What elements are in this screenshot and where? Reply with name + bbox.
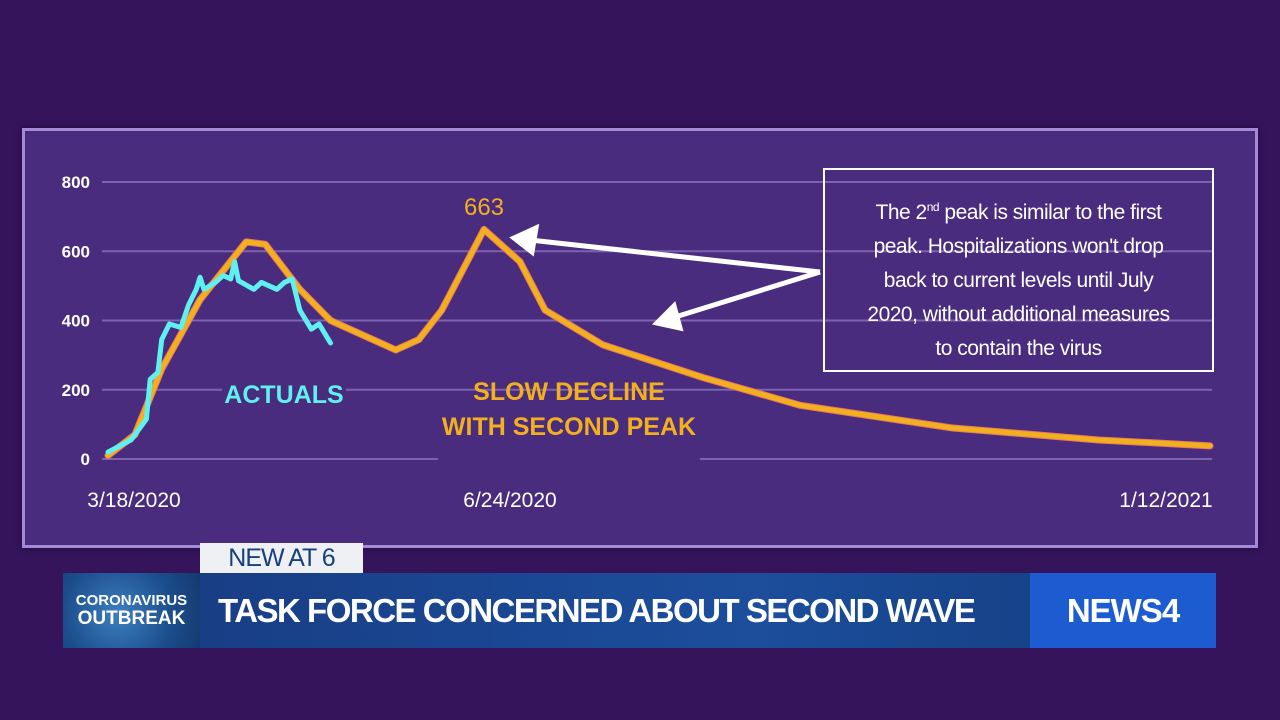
new-at-6-tag: NEW AT 6 [200, 543, 363, 573]
annotation-arrows [509, 223, 821, 332]
coronavirus-outbreak-badge: CORONAVIRUS OUTBREAK [63, 573, 200, 648]
actuals-label: ACTUALS [224, 381, 343, 409]
y-tick-label: 400 [62, 312, 90, 331]
section-label-line2: OUTBREAK [77, 607, 186, 629]
x-tick-label: 6/24/2020 [463, 489, 556, 512]
projection-label-line1: SLOW DECLINE [473, 378, 665, 406]
actuals-line [105, 259, 334, 455]
note-text: to contain the virus [935, 337, 1102, 360]
peak-value-label: 663 [464, 194, 504, 221]
note-superscript: nd [926, 200, 940, 214]
gridline-gap [438, 440, 700, 470]
arrow-to-decline [671, 269, 821, 321]
note-text: peak. Hospitalizations won't drop [873, 235, 1164, 258]
chart-panel [22, 128, 1258, 548]
headline: TASK FORCE CONCERNED ABOUT SECOND WAVE [218, 592, 976, 629]
arrow-head-peak [509, 223, 540, 257]
section-label-line1: CORONAVIRUS [75, 591, 188, 609]
lower-third-banner: CORONAVIRUS OUTBREAK TASK FORCE CONCERNE… [63, 573, 1216, 648]
x-tick-label: 1/12/2021 [1119, 489, 1212, 512]
projection-label-line2: WITH SECOND PEAK [442, 413, 696, 441]
note-text: back to current levels until July [883, 269, 1154, 292]
arrow-to-peak [529, 237, 821, 275]
arrow-head-decline [651, 301, 684, 332]
projection-line [105, 226, 1213, 459]
news4-logo: NEWS4 [1030, 573, 1216, 648]
y-tick-label: 200 [62, 381, 90, 400]
y-tick-label: 0 [81, 450, 90, 469]
note-text: 2020, without additional measures [867, 303, 1170, 326]
y-tick-label: 800 [62, 173, 90, 192]
note-text: The 2 [875, 201, 928, 224]
annotation-box: The 2nd peak is similar to the first pea… [823, 168, 1214, 372]
gridline-gap [222, 370, 346, 410]
note-text: peak is similar to the first [939, 201, 1162, 224]
x-tick-label: 3/18/2020 [87, 489, 180, 512]
y-tick-label: 600 [62, 242, 90, 261]
